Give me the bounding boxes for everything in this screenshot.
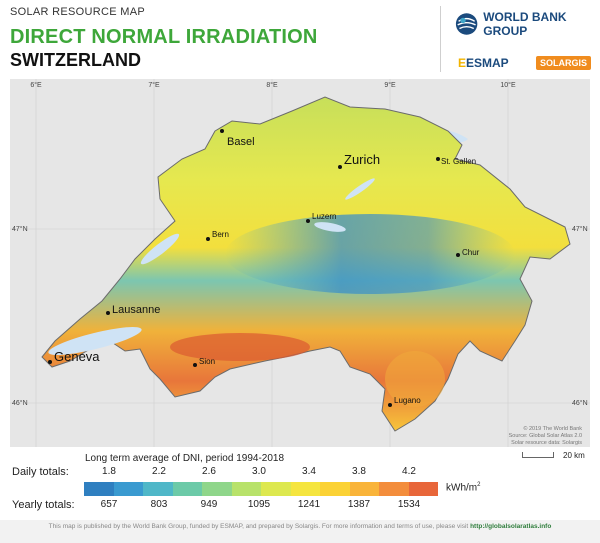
color-swatch [290, 482, 320, 496]
footer-text: This map is published by the World Bank … [48, 523, 552, 530]
svg-text:47°N: 47°N [572, 225, 588, 233]
daily-tick: 2.2 [152, 466, 166, 477]
city-labels: Basel Zurich St. Gallen Luzern Bern Chur… [54, 136, 480, 405]
header-divider [440, 6, 441, 72]
yearly-tick: 657 [100, 499, 118, 510]
color-swatch [172, 482, 202, 496]
solargis-logo: SOLARGIS [536, 56, 592, 70]
yearly-tick: 949 [200, 499, 218, 510]
daily-tick: 3.8 [352, 466, 366, 477]
scale-bar [522, 452, 554, 458]
city-label-zurich: Zurich [344, 152, 380, 167]
daily-tick: 3.0 [252, 466, 266, 477]
esmap-logo: EESMAP [458, 56, 509, 70]
daily-totals-label: Daily totals: [12, 466, 69, 478]
dni-color-bar [84, 482, 438, 496]
svg-text:6°E: 6°E [30, 81, 42, 89]
world-bank-logo-text: WORLD BANK GROUP [483, 10, 567, 38]
footer-bar [0, 520, 600, 543]
lake-zurich [345, 178, 375, 200]
longitude-labels: 6°E 7°E 8°E 9°E 10°E [30, 81, 516, 89]
color-swatch [379, 482, 409, 496]
city-label-bern: Bern [212, 230, 229, 239]
color-swatch [84, 482, 114, 496]
svg-text:8°E: 8°E [266, 81, 278, 89]
svg-text:Solar resource data: Solargis: Solar resource data: Solargis [511, 440, 582, 446]
color-swatch [143, 482, 173, 496]
latitude-labels: 47°N 47°N 46°N 46°N [12, 225, 588, 407]
valais-high-dni-zone [170, 333, 310, 361]
city-label-st-gallen: St. Gallen [441, 157, 476, 166]
legend-title: Long term average of DNI, period 1994-20… [85, 453, 285, 464]
yearly-totals-label: Yearly totals: [12, 499, 75, 511]
svg-text:46°N: 46°N [572, 399, 588, 407]
color-swatch [113, 482, 143, 496]
lake-lucerne [314, 222, 346, 232]
alpine-low-dni-zone [225, 214, 515, 294]
city-label-basel: Basel [227, 136, 255, 148]
yearly-tick: 1387 [347, 499, 371, 510]
country-title: SWITZERLAND [10, 50, 141, 70]
svg-text:46°N: 46°N [12, 399, 28, 407]
atlas-link[interactable]: http://globalsolaratlas.info [470, 523, 552, 530]
city-label-lausanne: Lausanne [112, 304, 160, 316]
svg-text:10°E: 10°E [500, 81, 516, 89]
svg-text:Source: Global Solar Atlas 2.0: Source: Global Solar Atlas 2.0 [509, 433, 582, 439]
color-swatch [202, 482, 232, 496]
unit-label: kWh/m2 [446, 482, 481, 494]
city-label-luzern: Luzern [312, 212, 336, 221]
daily-tick: 4.2 [402, 466, 416, 477]
lake-geneva [48, 327, 142, 355]
scale-bar-label: 20 km [563, 451, 585, 460]
color-swatch [320, 482, 350, 496]
daily-tick: 3.4 [302, 466, 316, 477]
globe-icon [455, 13, 478, 35]
color-swatch [261, 482, 291, 496]
color-swatch [408, 482, 438, 496]
world-bank-logo: WORLD BANK GROUP [455, 10, 600, 38]
city-label-sion: Sion [199, 357, 215, 366]
daily-tick: 2.6 [202, 466, 216, 477]
lake-neuchatel [140, 233, 180, 265]
color-swatch [349, 482, 379, 496]
svg-text:9°E: 9°E [384, 81, 396, 89]
yearly-tick: 803 [150, 499, 168, 510]
dni-map: 6°E 7°E 8°E 9°E 10°E 47°N 47°N 46°N 46°N… [10, 79, 590, 447]
map-subtitle: SOLAR RESOURCE MAP [10, 6, 145, 18]
map-credits: © 2019 The World Bank Source: Global Sol… [509, 425, 583, 446]
city-markers [48, 129, 460, 407]
ticino-zone [385, 351, 445, 407]
city-label-lugano: Lugano [394, 396, 421, 405]
yearly-tick: 1241 [297, 499, 321, 510]
yearly-tick: 1534 [397, 499, 421, 510]
yearly-tick: 1095 [247, 499, 271, 510]
svg-text:7°E: 7°E [148, 81, 160, 89]
map-title: DIRECT NORMAL IRRADIATION [10, 26, 318, 48]
svg-text:47°N: 47°N [12, 225, 28, 233]
city-label-chur: Chur [462, 248, 480, 257]
svg-text:© 2019 The World Bank: © 2019 The World Bank [523, 425, 582, 432]
color-swatch [231, 482, 261, 496]
city-label-geneva: Geneva [54, 349, 100, 364]
daily-tick: 1.8 [102, 466, 116, 477]
